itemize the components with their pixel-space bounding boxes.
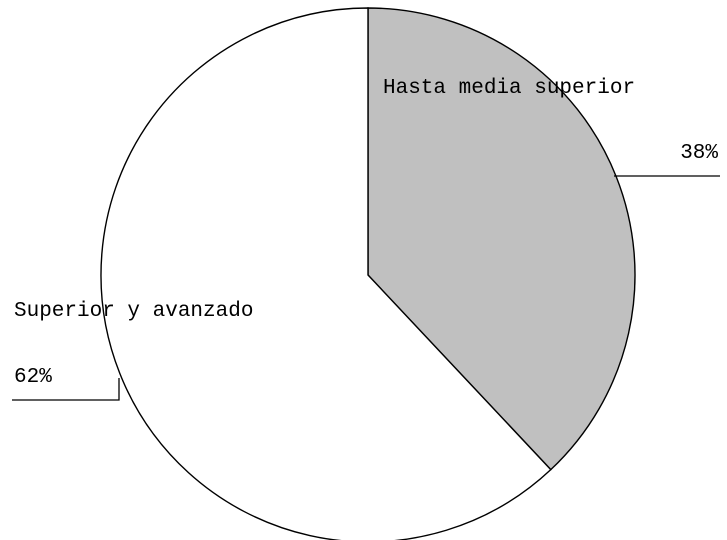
- leader-line-superior-y-avanzado: [12, 378, 120, 401]
- leader-lines: [12, 175, 720, 401]
- category-label-superior-y-avanzado: Superior y avanzado: [14, 300, 253, 323]
- pie-slice-superior-y-avanzado: [100, 7, 552, 540]
- category-label-hasta-media-superior: Hasta media superior: [383, 77, 635, 100]
- pie-slices: [100, 7, 636, 540]
- data-labels: Hasta media superior 38% Superior y avan…: [14, 77, 718, 389]
- value-label-hasta-media-superior: 38%: [680, 142, 718, 165]
- value-label-superior-y-avanzado: 62%: [14, 366, 52, 389]
- pie-slice-hasta-media-superior: [367, 7, 636, 471]
